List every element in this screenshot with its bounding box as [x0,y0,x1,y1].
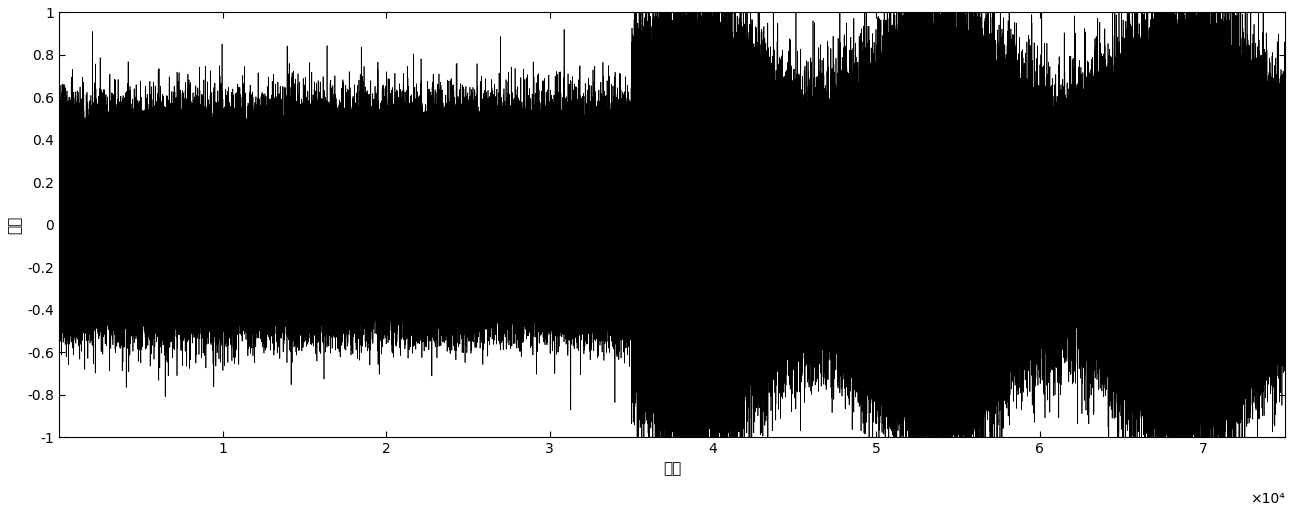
Text: ×10⁴: ×10⁴ [1251,492,1286,506]
X-axis label: 样点: 样点 [663,462,681,476]
Y-axis label: 幅度: 幅度 [6,216,22,234]
